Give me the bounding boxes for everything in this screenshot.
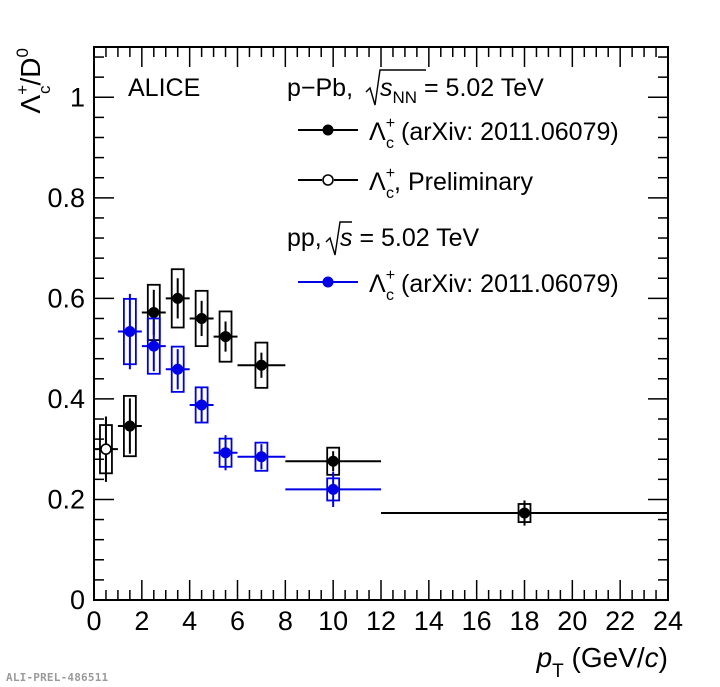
legend-header-ppb: p−Pb, sNN = 5.02 TeV xyxy=(287,69,544,107)
svg-text:sNN = 5.02 TeV: sNN = 5.02 TeV xyxy=(380,74,544,107)
data-point xyxy=(327,455,339,467)
y-tick-label: 0 xyxy=(70,585,85,615)
svg-text:Λ+c (arXiv: 2011.06079): Λ+ c (arXiv: 2011.06079) xyxy=(369,115,619,152)
legend-marker-blue-circle xyxy=(322,276,334,288)
data-point xyxy=(255,451,267,463)
data-point xyxy=(172,363,184,375)
data-series xyxy=(94,268,668,526)
x-tick-label: 22 xyxy=(605,606,635,636)
data-point xyxy=(148,306,160,318)
series-pPb_published xyxy=(117,268,668,526)
x-tick-label: 10 xyxy=(318,606,348,636)
sqrt-symbol xyxy=(325,221,352,256)
data-point xyxy=(519,507,530,519)
data-point xyxy=(148,340,160,352)
x-tick-label: 20 xyxy=(557,606,587,636)
y-tick-label: 1 xyxy=(70,82,85,112)
data-point xyxy=(220,447,232,459)
x-tick-label: 24 xyxy=(653,606,683,636)
y-tick-label: 0.2 xyxy=(47,484,85,514)
legend-entry-ppb-preliminary: Λ+ c, Preliminary xyxy=(298,165,533,202)
legend-header-pp: pp, s = 5.02 TeV xyxy=(287,221,480,256)
data-point xyxy=(172,292,184,304)
data-point-open xyxy=(100,443,112,455)
x-tick-label: 6 xyxy=(230,606,245,636)
axis-ticks xyxy=(93,47,669,601)
x-tick-label: 14 xyxy=(414,606,444,636)
figure-id-label: ALI-PREL-486511 xyxy=(6,671,109,684)
x-tick-label: 12 xyxy=(366,606,396,636)
svg-text:Λ+c, Preliminary: Λ+ c, Preliminary xyxy=(369,165,533,202)
series-pPb_preliminary xyxy=(94,416,118,482)
data-point xyxy=(196,312,208,324)
x-tick-label: 18 xyxy=(509,606,539,636)
x-axis-title: pT (GeV/c) xyxy=(536,642,668,682)
legend-entry-ppb-published: Λ+ c (arXiv: 2011.06079) xyxy=(298,115,619,152)
experiment-label: ALICE xyxy=(128,74,200,102)
data-point xyxy=(124,326,136,338)
svg-text:p−Pb,: p−Pb, xyxy=(287,74,353,102)
y-tick-label: 0.4 xyxy=(47,384,85,414)
x-tick-label: 16 xyxy=(462,606,492,636)
svg-text:pp,: pp, xyxy=(287,224,322,252)
y-tick-label: 0.6 xyxy=(47,283,85,313)
data-point xyxy=(124,420,136,432)
x-tick-label: 2 xyxy=(134,606,149,636)
plot-frame xyxy=(93,46,669,601)
svg-text:Λ+c (arXiv: 2011.06079): Λ+ c (arXiv: 2011.06079) xyxy=(369,267,619,304)
data-point xyxy=(255,359,267,371)
y-tick-label: 0.8 xyxy=(47,183,85,213)
x-tick-label: 0 xyxy=(86,606,101,636)
x-tick-label: 8 xyxy=(278,606,293,636)
sqrt-symbol xyxy=(365,69,426,106)
legend-marker-open-circle xyxy=(322,174,334,186)
y-axis-title: Λ+ c/D0 xyxy=(13,48,54,114)
data-point xyxy=(196,399,208,411)
data-point xyxy=(327,483,339,495)
x-tick-label: 4 xyxy=(182,606,197,636)
data-point xyxy=(220,331,232,343)
svg-text:s = 5.02 TeV: s = 5.02 TeV xyxy=(340,224,480,252)
legend: p−Pb, sNN = 5.02 TeV Λ+ c (arXiv: 2011.06… xyxy=(287,69,619,304)
legend-entry-pp: Λ+ c (arXiv: 2011.06079) xyxy=(298,267,619,304)
series-pp xyxy=(117,293,381,507)
legend-marker-filled-circle xyxy=(322,124,334,136)
